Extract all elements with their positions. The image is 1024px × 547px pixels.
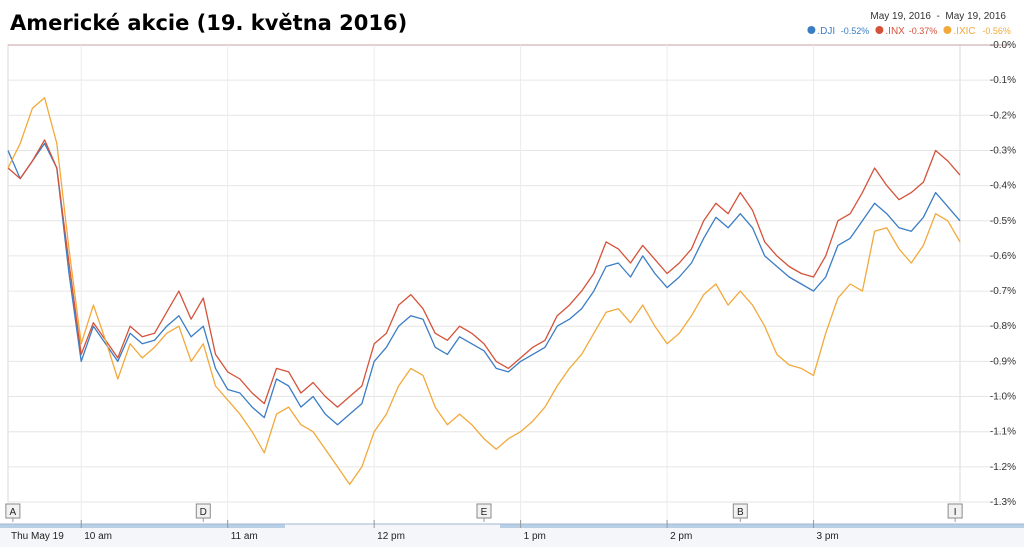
legend-dot: [943, 26, 952, 34]
legend-dot: [875, 26, 884, 34]
x-tick-label: 10 am: [84, 531, 112, 542]
event-marker-label: I: [954, 507, 957, 518]
y-tick-label: -1.1%: [990, 427, 1016, 438]
gridlines: [8, 44, 1010, 524]
event-marker-label: E: [481, 507, 488, 518]
x-tick-label: 2 pm: [670, 531, 692, 542]
event-marker-d[interactable]: [195, 503, 211, 519]
series-line-dji: [7, 142, 961, 426]
legend-series-name[interactable]: .INX: [885, 26, 905, 37]
legend-dot: [807, 26, 816, 34]
event-marker-label: A: [10, 507, 17, 518]
y-tick-label: -0.5%: [990, 216, 1016, 227]
range-scrollbar-left[interactable]: [0, 524, 285, 528]
x-axis-band: [0, 524, 1024, 547]
date-range: May 19, 2016 - May 19, 2016: [870, 11, 1006, 22]
y-tick-label: -1.2%: [990, 462, 1016, 473]
event-marker-i[interactable]: [947, 503, 963, 519]
x-axis: Thu May 19 10 am 11 am 12 pm 1 pm 2 pm 3 pm: [0, 520, 1024, 547]
y-tick-label: -0.9%: [990, 356, 1016, 367]
x-tick-label: 12 pm: [377, 531, 405, 542]
legend-series-value: -0.56%: [982, 26, 1011, 36]
legend: .IXIC -0.56% .INX -0.37% .DJI -0.52%: [807, 26, 1011, 37]
x-tick-label: 3 pm: [817, 531, 839, 542]
event-marker-a[interactable]: [5, 503, 21, 519]
x-tick-label: 11 am: [231, 531, 258, 542]
y-tick-label: -0.8%: [990, 321, 1016, 332]
legend-series-name[interactable]: .DJI: [817, 26, 835, 37]
event-marker-b[interactable]: [732, 503, 748, 519]
y-tick-label: -0.1%: [990, 75, 1016, 86]
series-line-ixic: [7, 97, 961, 486]
legend-series-name[interactable]: .IXIC: [953, 26, 975, 37]
y-tick-label: -0.0%: [990, 40, 1016, 51]
chart-title: Americké akcie (19. května 2016): [10, 11, 407, 35]
y-axis: -0.0% -0.1% -0.2% -0.3% -0.4% -0.5% -0.6% -0.7%…: [990, 40, 1016, 508]
y-tick-label: -0.7%: [990, 286, 1016, 297]
series-group: [7, 97, 961, 486]
range-scrollbar-right[interactable]: [500, 524, 1024, 528]
y-tick-label: -0.6%: [990, 251, 1016, 262]
event-marker-label: B: [737, 507, 744, 518]
legend-series-value: -0.52%: [841, 26, 870, 36]
y-tick-label: -1.3%: [990, 497, 1016, 508]
series-line-inx: [7, 139, 961, 408]
x-tick-label: 1 pm: [524, 531, 546, 542]
event-marker-label: D: [200, 507, 207, 518]
y-tick-label: -0.2%: [990, 110, 1016, 121]
y-tick-label: -0.4%: [990, 181, 1016, 192]
event-marker-e[interactable]: [476, 503, 492, 519]
y-tick-label: -0.3%: [990, 145, 1016, 156]
y-tick-label: -1.0%: [990, 392, 1016, 403]
legend-series-value: -0.37%: [909, 26, 938, 36]
x-tick-label: Thu May 19: [11, 531, 64, 542]
